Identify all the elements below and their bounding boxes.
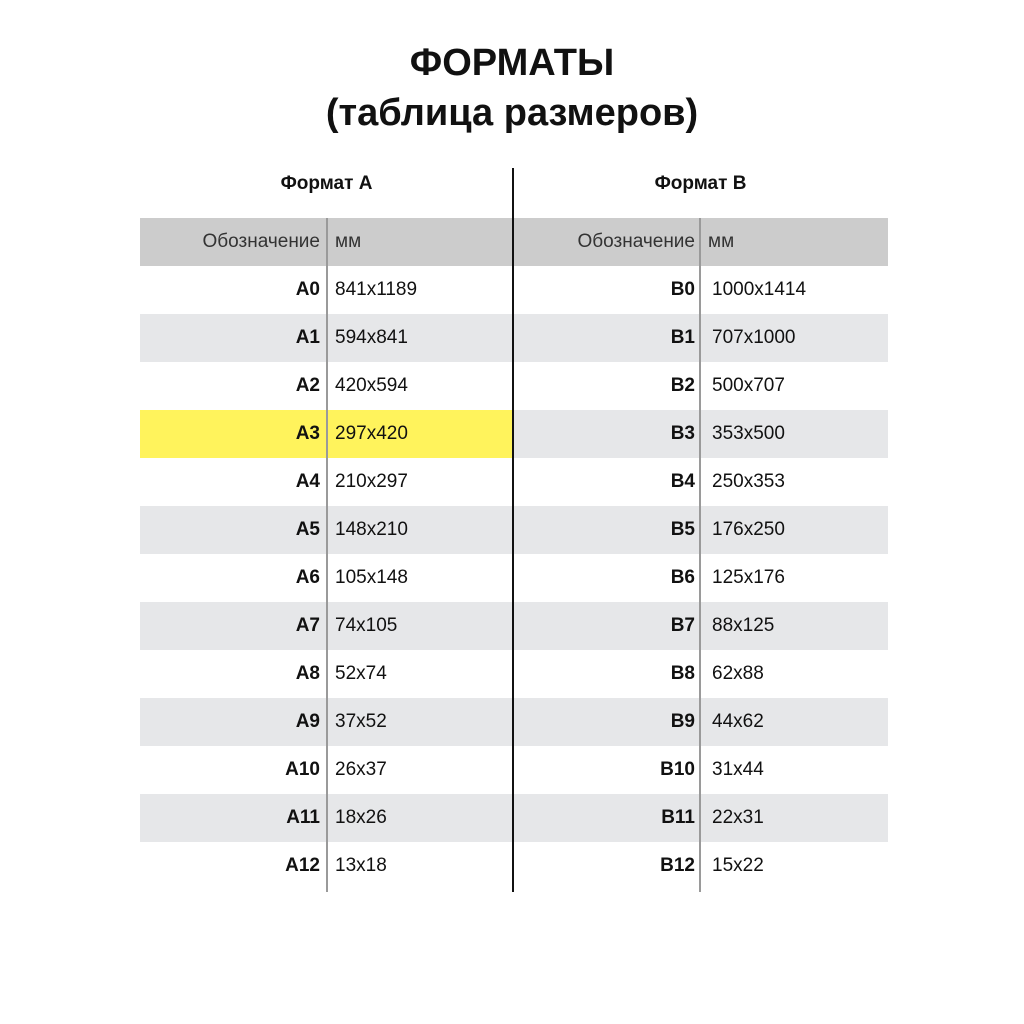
format-code: A2: [295, 375, 320, 396]
table-row: B12 15x22: [514, 842, 888, 890]
table-row: B6 125x176: [514, 554, 888, 602]
table-row: B10 31x44: [514, 746, 888, 794]
table-header-row: Обозначение мм: [514, 218, 888, 266]
format-size: 62x88: [712, 663, 764, 684]
header-code: Обозначение: [202, 231, 320, 252]
header-code: Обозначение: [577, 231, 695, 252]
format-size: 210x297: [335, 471, 408, 492]
format-size: 74x105: [335, 615, 398, 636]
format-b-table: Обозначение мм B0 1000x1414 B1 707x1000 B2 50…: [514, 218, 888, 890]
format-size: 353x500: [712, 423, 785, 444]
page-subtitle: (таблица размеров): [325, 92, 699, 134]
table-row: B3 353x500: [514, 410, 888, 458]
header-mm: мм: [335, 231, 362, 252]
format-code: A10: [285, 759, 320, 780]
table-row: A2 420x594: [140, 362, 514, 410]
format-code: B6: [670, 567, 695, 588]
format-size: 176x250: [712, 519, 785, 540]
table-row: B0 1000x1414: [514, 266, 888, 314]
format-size: 125x176: [712, 567, 785, 588]
column-divider: [699, 218, 701, 892]
format-size: 15x22: [712, 855, 764, 876]
format-code: A3: [295, 423, 320, 444]
format-code: B5: [670, 519, 695, 540]
format-size: 297x420: [335, 423, 408, 444]
format-code: A1: [295, 327, 320, 348]
format-size: 841x1189: [335, 279, 418, 300]
format-size: 1000x1414: [712, 279, 807, 300]
format-size: 31x44: [712, 759, 764, 780]
table-row: B9 44x62: [514, 698, 888, 746]
table-row: A0 841x1189: [140, 266, 514, 314]
format-code: A4: [295, 471, 320, 492]
format-size: 26x37: [335, 759, 387, 780]
format-code: B11: [661, 807, 695, 828]
format-b-heading: Формат В: [654, 173, 747, 194]
table-row: A8 52x74: [140, 650, 514, 698]
format-size: 594x841: [335, 327, 408, 348]
format-code: B12: [660, 855, 695, 876]
format-size: 88x125: [712, 615, 775, 636]
format-code: B2: [670, 375, 695, 396]
format-size: 148x210: [335, 519, 408, 540]
format-size: 500x707: [712, 375, 785, 396]
format-code: A0: [295, 279, 320, 300]
format-size: 37x52: [335, 711, 387, 732]
format-size: 707x1000: [712, 327, 796, 348]
table-row: B4 250x353: [514, 458, 888, 506]
format-code: B7: [670, 615, 695, 636]
format-code: B1: [670, 327, 695, 348]
format-size: 105x148: [335, 567, 408, 588]
format-size: 52x74: [335, 663, 387, 684]
table-row: A12 13x18: [140, 842, 514, 890]
format-code: B10: [660, 759, 695, 780]
format-size: 18x26: [335, 807, 387, 828]
format-size: 420x594: [335, 375, 408, 396]
format-code: A8: [295, 663, 320, 684]
format-code: A9: [295, 711, 320, 732]
format-size: 250x353: [712, 471, 785, 492]
table-row: A4 210x297: [140, 458, 514, 506]
header-mm: мм: [708, 231, 735, 252]
format-code: B4: [670, 471, 695, 492]
format-code: A12: [285, 855, 320, 876]
table-row: B2 500x707: [514, 362, 888, 410]
format-code: B0: [670, 279, 695, 300]
table-row: A10 26x37: [140, 746, 514, 794]
table-row: B8 62x88: [514, 650, 888, 698]
table-row: B5 176x250: [514, 506, 888, 554]
format-code: B8: [670, 663, 695, 684]
format-code: A5: [295, 519, 320, 540]
center-divider: [512, 168, 514, 892]
format-a-heading: Формат А: [280, 173, 373, 194]
format-code: A11: [286, 807, 320, 828]
table-row: B7 88x125: [514, 602, 888, 650]
column-divider: [326, 218, 328, 892]
format-size: 13x18: [335, 855, 387, 876]
format-code: A6: [295, 567, 320, 588]
table-row: A6 105x148: [140, 554, 514, 602]
table-row: B1 707x1000: [514, 314, 888, 362]
format-code: B9: [670, 711, 695, 732]
format-size: 44x62: [712, 711, 764, 732]
format-size: 22x31: [712, 807, 764, 828]
table-row: B11 22x31: [514, 794, 888, 842]
page-title: ФОРМАТЫ: [409, 42, 615, 84]
format-code: A7: [295, 615, 320, 636]
format-code: B3: [670, 423, 695, 444]
